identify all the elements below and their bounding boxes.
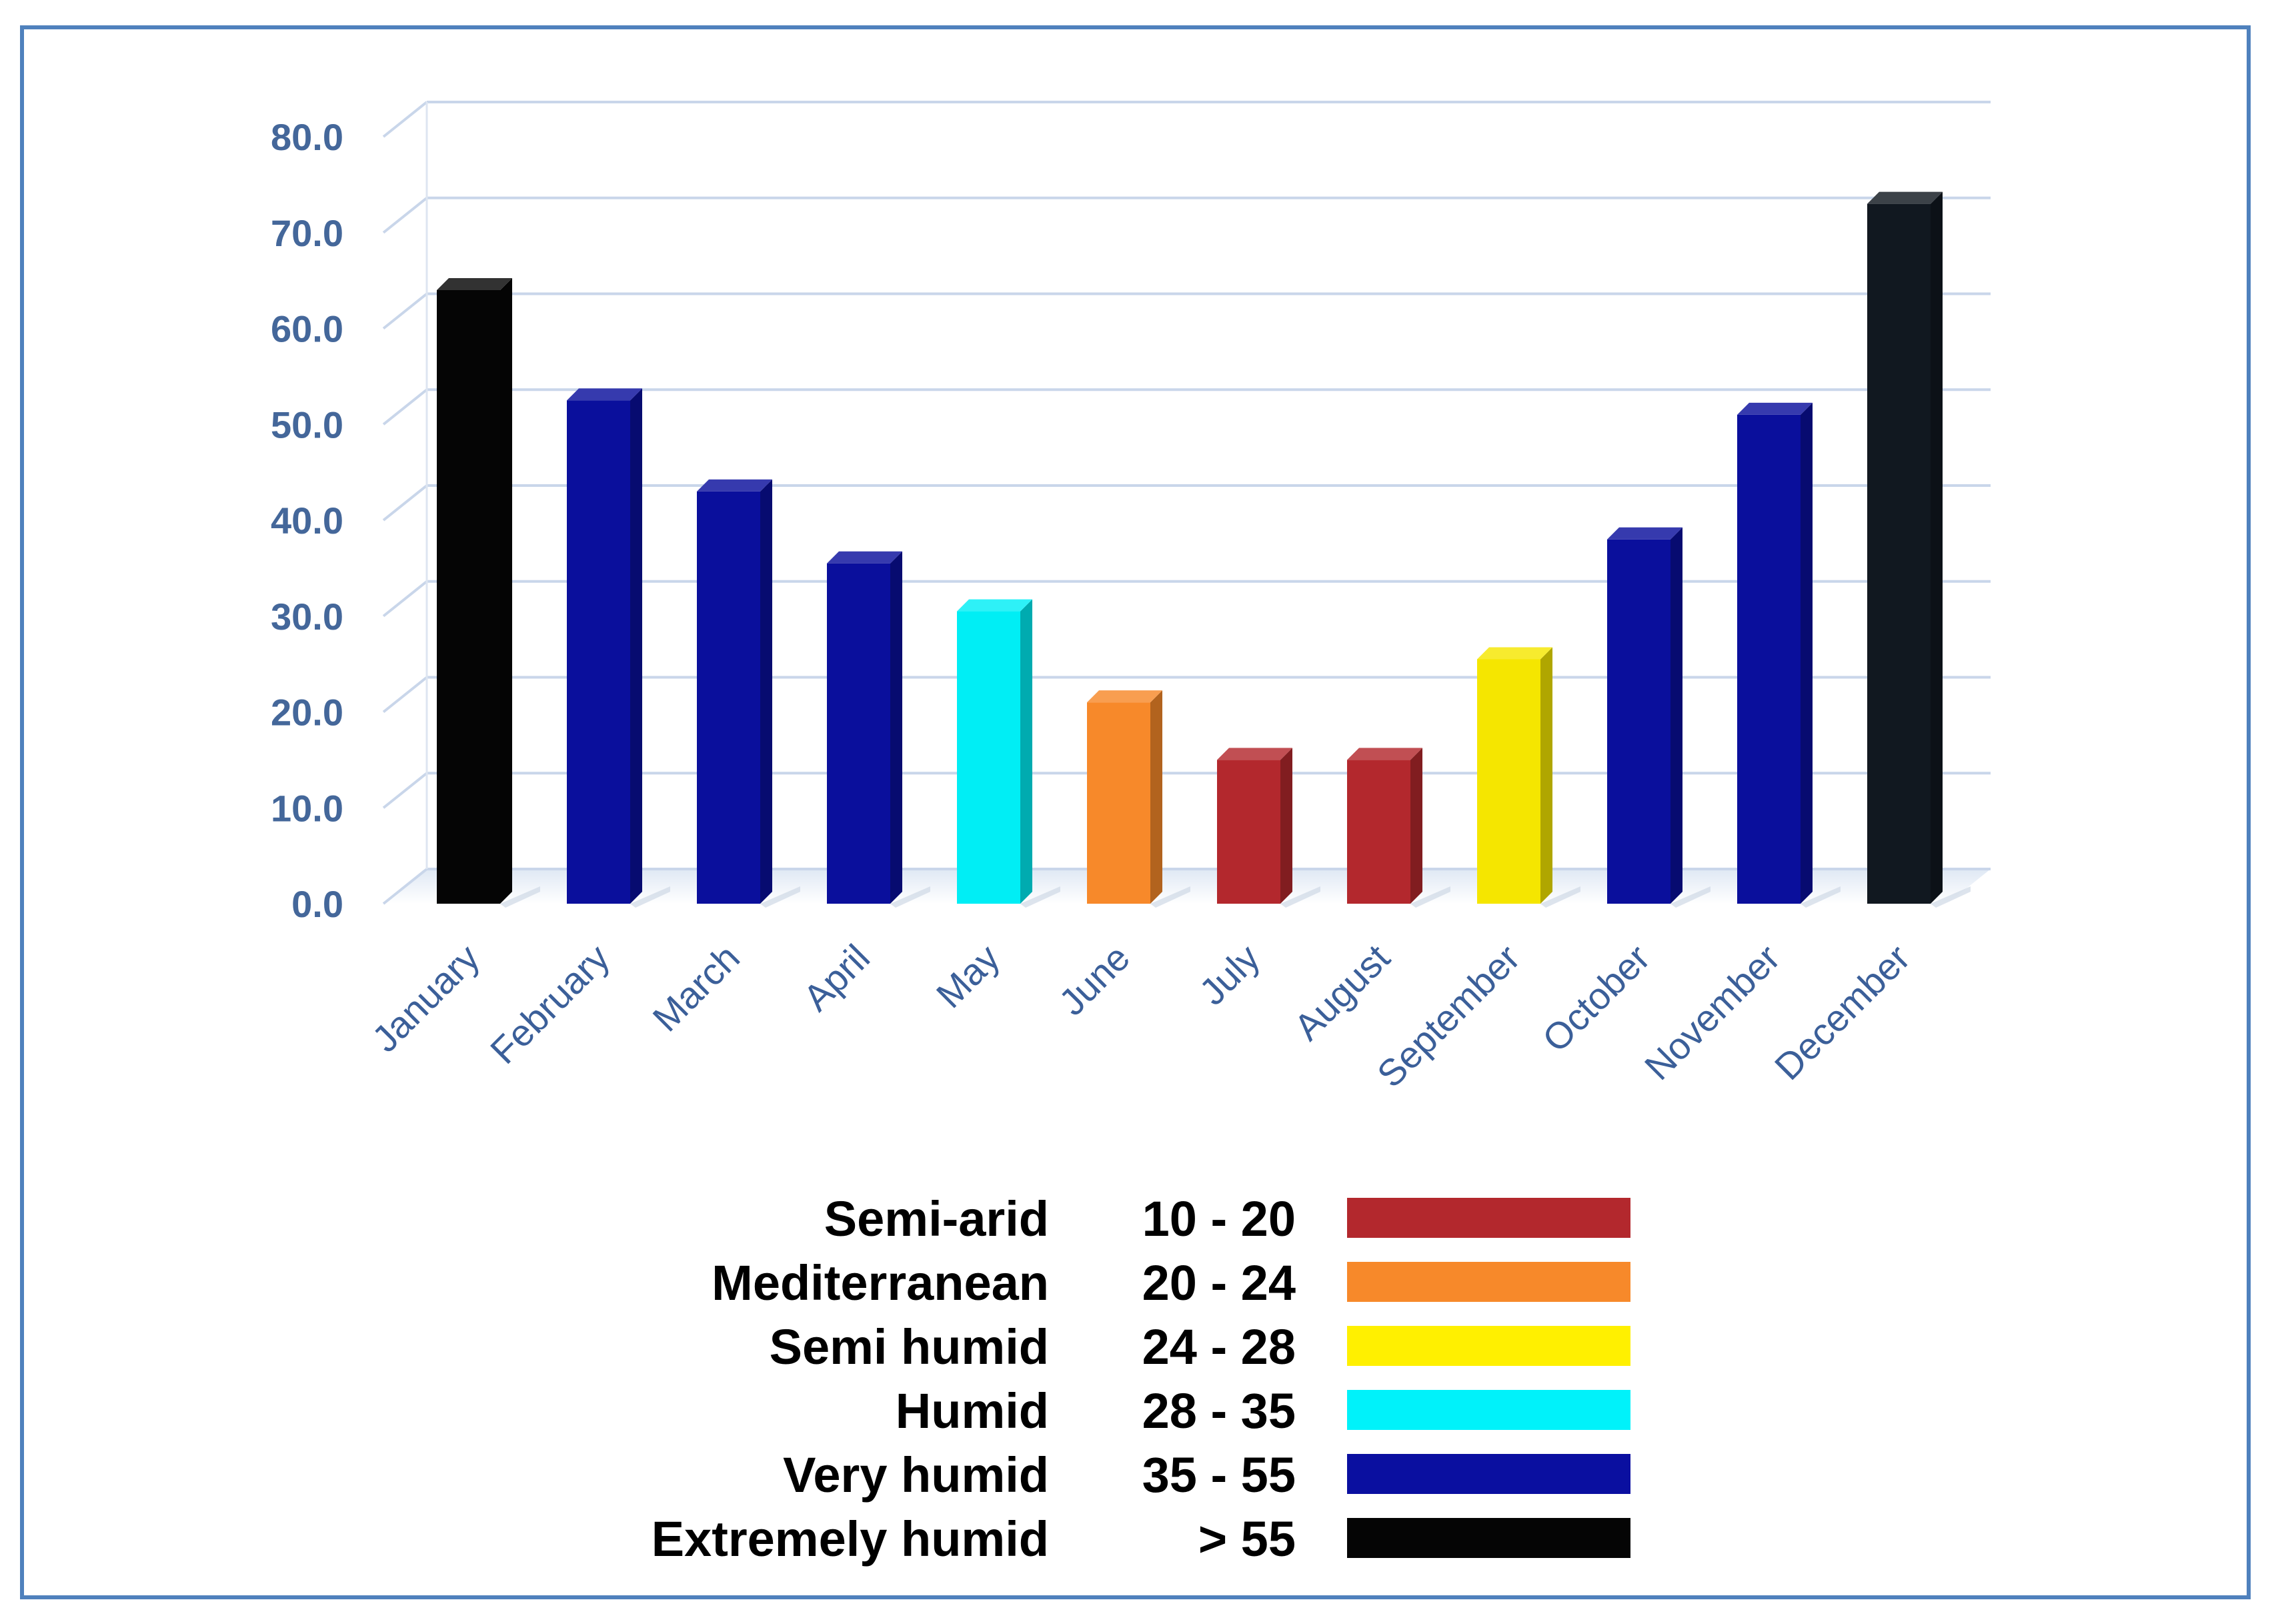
legend-range: 35 - 55 xyxy=(1142,1447,1296,1503)
legend-row-semi-arid: Semi-arid 10 - 20 xyxy=(0,1187,2276,1251)
x-tick-label: February xyxy=(482,936,618,1072)
legend-label: Semi humid xyxy=(769,1319,1049,1375)
x-tick-label: September xyxy=(1369,936,1528,1095)
bar-february xyxy=(567,388,670,908)
legend-swatch xyxy=(1347,1390,1630,1430)
legend-range: 24 - 28 xyxy=(1142,1319,1296,1375)
legend-row-very-humid: Very humid 35 - 55 xyxy=(0,1443,2276,1507)
bar-july xyxy=(1217,748,1320,908)
legend-range: > 55 xyxy=(1198,1511,1296,1567)
x-tick-label: July xyxy=(1191,936,1268,1013)
legend-label: Semi-arid xyxy=(824,1191,1049,1247)
bar-june xyxy=(1087,690,1190,908)
x-tick-label: October xyxy=(1534,936,1658,1060)
legend-label: Mediterranean xyxy=(712,1255,1049,1311)
bar-december xyxy=(1867,191,1971,908)
y-tick-label: 30.0 xyxy=(271,596,343,638)
y-tick-label: 10.0 xyxy=(271,787,343,829)
y-tick-label: 20.0 xyxy=(271,692,343,734)
legend-row-mediterranean: Mediterranean 20 - 24 xyxy=(0,1251,2276,1315)
legend-swatch xyxy=(1347,1518,1630,1558)
legend-range: 20 - 24 xyxy=(1142,1255,1296,1311)
legend-swatch xyxy=(1347,1454,1630,1494)
legend-label: Very humid xyxy=(783,1447,1049,1503)
bar-january xyxy=(437,278,540,908)
bars xyxy=(437,191,1971,908)
legend-range: 28 - 35 xyxy=(1142,1383,1296,1439)
x-tick-label: June xyxy=(1051,936,1138,1023)
legend-row-semi-humid: Semi humid 24 - 28 xyxy=(0,1315,2276,1379)
gridline-diagonal xyxy=(382,388,428,426)
legend-swatch xyxy=(1347,1262,1630,1302)
y-tick-label: 50.0 xyxy=(271,403,343,446)
x-tick-label: April xyxy=(795,936,878,1019)
y-tick-label: 60.0 xyxy=(271,308,343,350)
x-tick-label: May xyxy=(928,936,1008,1016)
bar-september xyxy=(1477,647,1580,908)
legend-range: 10 - 20 xyxy=(1142,1191,1296,1247)
x-tick-label: March xyxy=(644,936,748,1040)
legend-swatch xyxy=(1347,1326,1630,1366)
bar-august xyxy=(1347,748,1450,908)
bar-october xyxy=(1607,527,1711,908)
y-tick-label: 0.0 xyxy=(291,883,343,925)
legend-label: Extremely humid xyxy=(651,1511,1049,1567)
y-axis-ticks: 0.0 10.0 20.0 30.0 40.0 50.0 60.0 70.0 80.0 xyxy=(271,116,343,925)
y-tick-label: 70.0 xyxy=(271,212,343,254)
x-tick-label: August xyxy=(1286,936,1398,1048)
legend-row-humid: Humid 28 - 35 xyxy=(0,1379,2276,1443)
gridline-diagonal xyxy=(382,868,428,905)
bar-may xyxy=(957,599,1060,908)
y-tick-label: 80.0 xyxy=(271,116,343,158)
gridline-diagonal xyxy=(382,197,428,234)
x-tick-label: January xyxy=(364,936,487,1060)
x-tick-label: December xyxy=(1767,936,1918,1088)
gridline-diagonal xyxy=(382,580,428,618)
legend-row-extremely-humid: Extremely humid > 55 xyxy=(0,1507,2276,1571)
gridline-diagonal xyxy=(382,292,428,330)
gridline-diagonal xyxy=(382,484,428,522)
y-tick-label: 40.0 xyxy=(271,500,343,542)
gridline-diagonal xyxy=(382,676,428,714)
legend-label: Humid xyxy=(895,1383,1049,1439)
gridline-diagonal xyxy=(382,772,428,809)
x-tick-label: November xyxy=(1636,936,1788,1088)
bar-april xyxy=(827,551,930,908)
bar-november xyxy=(1737,402,1841,908)
bar-march xyxy=(697,479,800,908)
legend-swatch xyxy=(1347,1198,1630,1238)
gridline-diagonal xyxy=(382,101,428,138)
